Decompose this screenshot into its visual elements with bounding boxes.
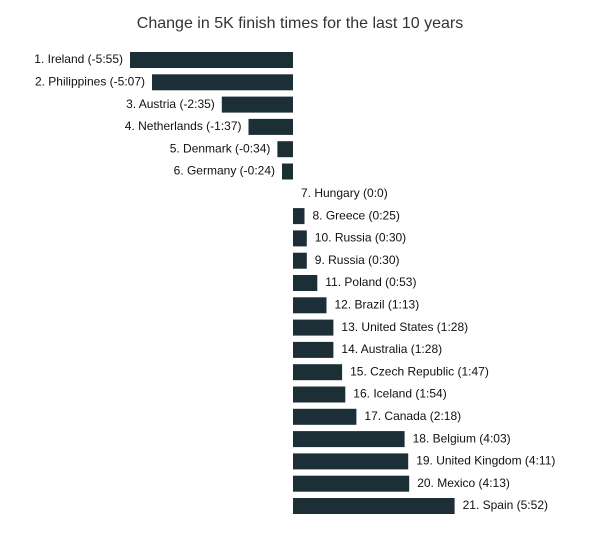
bar	[248, 118, 293, 135]
bar	[293, 230, 307, 247]
bar	[152, 74, 293, 91]
bar-label: 11. Poland (0:53)	[325, 275, 416, 289]
bar	[293, 408, 357, 425]
bar	[293, 431, 405, 448]
bar	[293, 297, 327, 314]
bar	[293, 252, 307, 269]
bar-label: 2. Philippines (-5:07)	[35, 74, 145, 88]
bar	[293, 475, 410, 492]
bar	[293, 208, 305, 225]
bar-label: 20. Mexico (4:13)	[417, 476, 510, 490]
bar-label: 9. Russia (0:30)	[315, 253, 400, 267]
bar-label: 5. Denmark (-0:34)	[170, 141, 271, 155]
bar-label: 4. Netherlands (-1:37)	[125, 119, 242, 133]
bar	[130, 52, 293, 68]
bar	[293, 319, 334, 336]
bar-label: 15. Czech Republic (1:47)	[350, 364, 489, 378]
bar	[221, 96, 293, 113]
bar	[293, 364, 343, 381]
bar-label: 10. Russia (0:30)	[315, 231, 406, 245]
bar-label: 12. Brazil (1:13)	[335, 297, 420, 311]
bar	[293, 341, 334, 358]
bar-label: 6. Germany (-0:24)	[174, 164, 275, 178]
bar-label: 8. Greece (0:25)	[313, 208, 400, 222]
bar-label: 13. United States (1:28)	[341, 320, 468, 334]
bar-label: 19. United Kingdom (4:11)	[416, 454, 555, 468]
bar	[282, 163, 293, 180]
bar	[293, 498, 455, 514]
bar-label: 16. Iceland (1:54)	[353, 387, 446, 401]
bar-label: 17. Canada (2:18)	[364, 409, 461, 423]
bar-label: 7. Hungary (0:0)	[301, 186, 388, 200]
bar-label: 18. Belgium (4:03)	[413, 431, 511, 445]
chart-title: Change in 5K finish times for the last 1…	[136, 15, 464, 32]
bar-label: 21. Spain (5:52)	[463, 498, 548, 512]
bar-label: 3. Austria (-2:35)	[126, 97, 215, 111]
bar	[277, 141, 293, 158]
bar	[293, 453, 409, 470]
bar	[293, 275, 318, 291]
bar	[293, 386, 346, 403]
bar-label: 1. Ireland (-5:55)	[34, 52, 123, 66]
bar-label: 14. Australia (1:28)	[341, 342, 442, 356]
